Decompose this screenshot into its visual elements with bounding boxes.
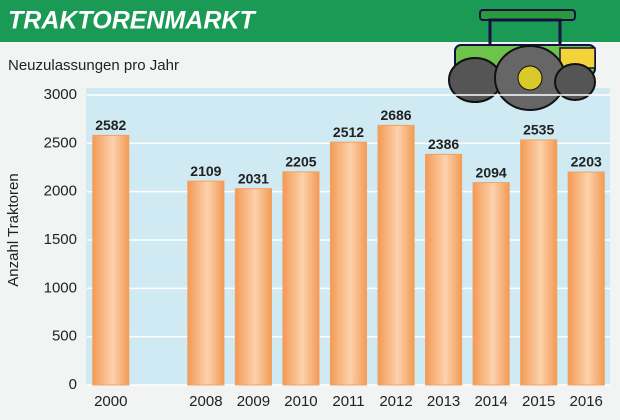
- value-label: 2686: [380, 107, 411, 123]
- x-tick-label: 2014: [474, 393, 507, 410]
- x-tick-label: 2013: [427, 393, 460, 410]
- bar: [472, 182, 510, 386]
- value-label: 2386: [428, 136, 459, 152]
- bar: [187, 180, 225, 386]
- y-tick-label: 0: [69, 376, 77, 393]
- x-tick-label: 2008: [189, 393, 222, 410]
- bar: [377, 124, 415, 386]
- bar: [282, 171, 320, 386]
- y-tick-label: 3000: [44, 86, 77, 103]
- y-tick-label: 2000: [44, 183, 77, 200]
- x-tick-label: 2000: [94, 393, 127, 410]
- y-tick-label: 1500: [44, 231, 77, 248]
- bar: [92, 134, 130, 386]
- y-tick-label: 500: [52, 328, 77, 345]
- tractor-illustration: [448, 9, 596, 111]
- value-label: 2203: [571, 154, 602, 170]
- x-tick-label: 2016: [570, 393, 603, 410]
- y-axis-label: Anzahl Traktoren: [5, 173, 22, 286]
- x-tick-label: 2015: [522, 393, 555, 410]
- value-label: 2031: [238, 170, 269, 186]
- x-tick-label: 2010: [284, 393, 317, 410]
- chart-subtitle: Neuzulassungen pro Jahr: [8, 57, 179, 74]
- x-tick-label: 2011: [332, 393, 364, 410]
- bar: [425, 153, 463, 386]
- value-label: 2512: [333, 124, 364, 140]
- value-label: 2109: [190, 163, 221, 179]
- bar: [520, 139, 558, 386]
- x-tick-label: 2012: [379, 393, 412, 410]
- y-tick-label: 1000: [44, 279, 77, 296]
- value-label: 2205: [285, 154, 316, 170]
- value-label: 2582: [95, 117, 126, 133]
- bar: [329, 141, 368, 386]
- value-label: 2094: [476, 164, 507, 180]
- chart-title: TRAKTORENMARKT: [8, 7, 257, 35]
- value-label: 2535: [523, 122, 554, 138]
- x-tick-label: 2009: [237, 393, 270, 410]
- y-tick-label: 2500: [44, 134, 77, 151]
- bar: [567, 171, 605, 386]
- bar: [234, 188, 272, 386]
